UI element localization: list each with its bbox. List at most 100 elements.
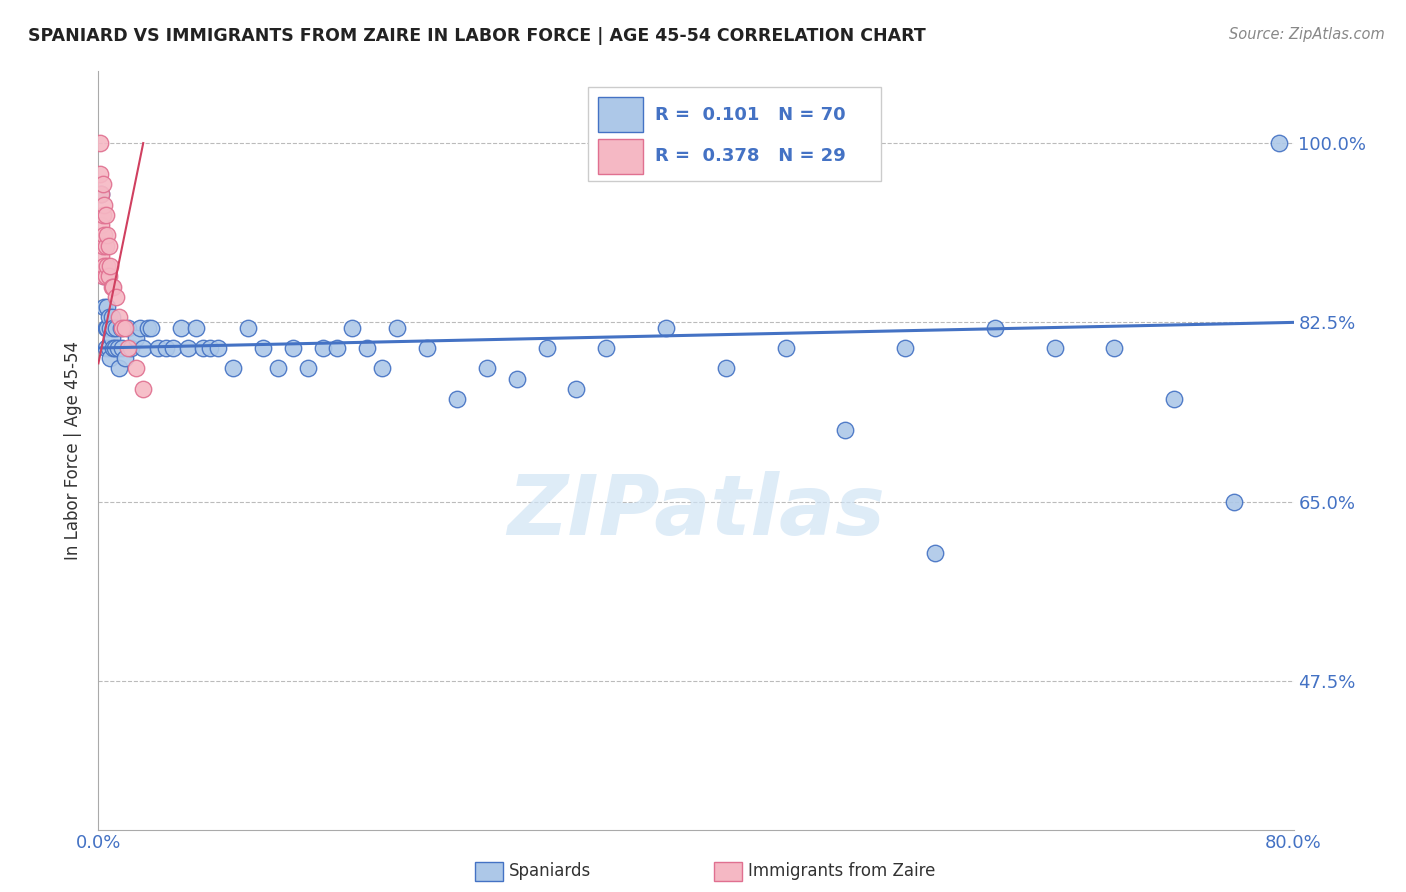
- Point: [110, 320, 132, 334]
- Point: [1223, 494, 1246, 508]
- Point: [565, 382, 588, 396]
- Point: [416, 341, 439, 355]
- Text: Immigrants from Zaire: Immigrants from Zaire: [748, 863, 935, 880]
- Point: [595, 341, 617, 355]
- Point: [94, 238, 117, 252]
- Point: [655, 320, 678, 334]
- Point: [103, 279, 125, 293]
- Text: ZIPatlas: ZIPatlas: [508, 471, 884, 551]
- Point: [94, 320, 117, 334]
- Point: [94, 269, 117, 284]
- Point: [93, 269, 115, 284]
- Point: [139, 320, 162, 334]
- Point: [91, 238, 114, 252]
- Point: [984, 320, 1007, 334]
- Point: [101, 279, 124, 293]
- Point: [120, 341, 142, 355]
- Point: [536, 341, 558, 355]
- Point: [191, 341, 214, 355]
- Point: [90, 187, 112, 202]
- Point: [222, 361, 245, 376]
- Point: [97, 238, 120, 252]
- Point: [894, 341, 917, 355]
- Point: [169, 320, 191, 334]
- Point: [91, 208, 114, 222]
- Text: Source: ZipAtlas.com: Source: ZipAtlas.com: [1229, 27, 1385, 42]
- Point: [714, 361, 737, 376]
- Point: [94, 208, 117, 222]
- Point: [136, 320, 159, 334]
- Point: [96, 228, 118, 243]
- Point: [371, 361, 394, 376]
- Text: R =  0.101   N = 70: R = 0.101 N = 70: [655, 105, 846, 124]
- Point: [506, 372, 529, 386]
- Point: [236, 320, 259, 334]
- Point: [96, 300, 118, 314]
- Point: [924, 546, 946, 560]
- Point: [93, 300, 115, 314]
- Point: [101, 331, 124, 345]
- Point: [91, 269, 114, 284]
- Point: [91, 238, 114, 252]
- Point: [207, 341, 229, 355]
- Point: [475, 361, 498, 376]
- Text: SPANIARD VS IMMIGRANTS FROM ZAIRE IN LABOR FORCE | AGE 45-54 CORRELATION CHART: SPANIARD VS IMMIGRANTS FROM ZAIRE IN LAB…: [28, 27, 927, 45]
- Point: [97, 341, 120, 355]
- Point: [342, 320, 364, 334]
- Point: [98, 351, 122, 366]
- Point: [108, 310, 131, 325]
- Point: [1267, 136, 1289, 150]
- Point: [111, 341, 134, 355]
- Point: [297, 361, 319, 376]
- Point: [90, 218, 112, 232]
- FancyBboxPatch shape: [598, 97, 644, 132]
- Point: [114, 320, 136, 334]
- Point: [94, 341, 117, 355]
- Point: [108, 361, 131, 376]
- Point: [356, 341, 378, 355]
- Point: [101, 310, 124, 325]
- Point: [91, 177, 114, 191]
- Point: [326, 341, 349, 355]
- Point: [446, 392, 468, 407]
- Point: [96, 259, 118, 273]
- Point: [96, 320, 118, 334]
- Point: [177, 341, 200, 355]
- Text: R =  0.378   N = 29: R = 0.378 N = 29: [655, 147, 846, 165]
- Point: [148, 341, 170, 355]
- Point: [125, 361, 148, 376]
- Text: Spaniards: Spaniards: [509, 863, 591, 880]
- Point: [105, 290, 128, 304]
- Point: [117, 320, 139, 334]
- Point: [775, 341, 797, 355]
- Point: [89, 167, 111, 181]
- Point: [155, 341, 177, 355]
- Point: [1043, 341, 1066, 355]
- Point: [117, 341, 139, 355]
- Point: [252, 341, 274, 355]
- Point: [132, 341, 155, 355]
- Y-axis label: In Labor Force | Age 45-54: In Labor Force | Age 45-54: [65, 341, 83, 560]
- Point: [111, 320, 134, 334]
- Point: [311, 341, 333, 355]
- Point: [184, 320, 207, 334]
- Point: [90, 187, 112, 202]
- Point: [97, 310, 120, 325]
- Point: [93, 197, 115, 211]
- Point: [1163, 392, 1185, 407]
- Point: [281, 341, 304, 355]
- Point: [125, 331, 148, 345]
- Point: [107, 341, 129, 355]
- FancyBboxPatch shape: [598, 139, 644, 174]
- Point: [114, 351, 136, 366]
- Point: [162, 341, 184, 355]
- Point: [90, 249, 112, 263]
- Point: [1104, 341, 1126, 355]
- Point: [98, 320, 122, 334]
- Point: [98, 259, 122, 273]
- Point: [104, 341, 127, 355]
- Point: [267, 361, 290, 376]
- Point: [200, 341, 222, 355]
- Point: [132, 382, 155, 396]
- Point: [103, 320, 125, 334]
